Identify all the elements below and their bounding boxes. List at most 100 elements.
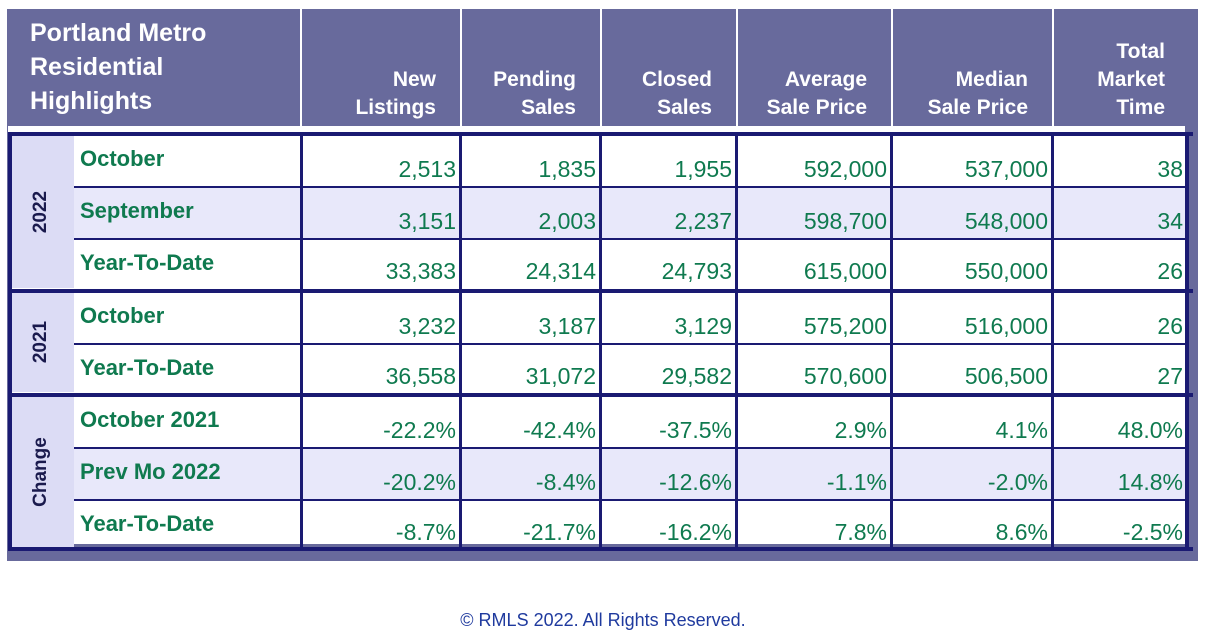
col-header-line: Sales bbox=[521, 96, 576, 119]
table-row: September 3,151 2,003 2,237 598,700 548,… bbox=[74, 188, 1185, 238]
cell-median-sale-price: -2.0% bbox=[987, 469, 1048, 495]
grid-line bbox=[74, 238, 1186, 240]
grid-line bbox=[8, 547, 1193, 551]
table-row: Year-To-Date -8.7% -21.7% -16.2% 7.8% 8.… bbox=[74, 501, 1185, 547]
cell-new-listings: 33,383 bbox=[385, 258, 456, 284]
cell-pending-sales: 1,835 bbox=[538, 156, 596, 182]
col-header-line: Median bbox=[955, 68, 1028, 91]
grid-line bbox=[74, 499, 1186, 501]
cell-new-listings: -8.7% bbox=[395, 519, 456, 545]
grid-line bbox=[74, 343, 1186, 345]
cell-closed-sales: -12.6% bbox=[659, 469, 732, 495]
cell-closed-sales: -16.2% bbox=[659, 519, 732, 545]
cell-total-market-time: 14.8% bbox=[1117, 469, 1183, 495]
cell-closed-sales: 3,129 bbox=[674, 313, 732, 339]
cell-total-market-time: 27 bbox=[1157, 363, 1183, 389]
cell-average-sale-price: 570,600 bbox=[803, 363, 887, 389]
col-header-line: Listings bbox=[355, 96, 436, 119]
cell-total-market-time: -2.5% bbox=[1122, 519, 1183, 545]
col-header-pending-sales: Pending Sales bbox=[460, 66, 576, 122]
row-label: October bbox=[80, 146, 165, 171]
col-header-line: Closed bbox=[641, 68, 712, 91]
table-row: October 3,232 3,187 3,129 575,200 516,00… bbox=[74, 293, 1185, 343]
table-row: Year-To-Date 33,383 24,314 24,793 615,00… bbox=[74, 240, 1185, 290]
group-label-text: 2021 bbox=[30, 320, 51, 363]
copyright-footer: © RMLS 2022. All Rights Reserved. bbox=[460, 610, 746, 630]
cell-closed-sales: 1,955 bbox=[674, 156, 732, 182]
cell-closed-sales: 29,582 bbox=[661, 363, 732, 389]
header-divider bbox=[891, 9, 893, 127]
grid-line bbox=[8, 132, 1193, 136]
table-row: Prev Mo 2022 -20.2% -8.4% -12.6% -1.1% -… bbox=[74, 449, 1185, 499]
cell-average-sale-price: 598,700 bbox=[803, 208, 887, 234]
cell-pending-sales: 3,187 bbox=[538, 313, 596, 339]
row-label: October bbox=[80, 303, 165, 328]
header-divider bbox=[736, 9, 738, 127]
cell-closed-sales: -37.5% bbox=[659, 417, 732, 443]
col-header-line: Pending bbox=[493, 68, 576, 91]
group-label-text: 2022 bbox=[30, 190, 51, 234]
table-row: October 2021 -22.2% -42.4% -37.5% 2.9% 4… bbox=[74, 397, 1185, 447]
cell-total-market-time: 48.0% bbox=[1117, 417, 1183, 443]
cell-total-market-time: 26 bbox=[1157, 258, 1183, 284]
col-header-line: Total bbox=[1116, 40, 1165, 63]
row-label: Year-To-Date bbox=[80, 250, 215, 275]
header-divider bbox=[600, 9, 602, 127]
col-header-average-sale-price: Average Sale Price bbox=[736, 66, 867, 122]
row-label: September bbox=[80, 198, 194, 223]
col-header-line: Market bbox=[1097, 68, 1165, 91]
grid-line bbox=[1051, 136, 1054, 549]
row-label: Prev Mo 2022 bbox=[80, 459, 221, 484]
col-header-total-market-time: Total Market Time bbox=[1052, 38, 1165, 122]
group-label-2021: 2021 bbox=[8, 291, 74, 392]
header-divider bbox=[460, 9, 462, 127]
cell-new-listings: -20.2% bbox=[383, 469, 456, 495]
col-header-line: New bbox=[392, 68, 436, 91]
cell-total-market-time: 26 bbox=[1157, 313, 1183, 339]
grid-line bbox=[890, 136, 893, 549]
cell-median-sale-price: 550,000 bbox=[964, 258, 1048, 284]
header-divider bbox=[1052, 9, 1054, 127]
cell-new-listings: 36,558 bbox=[385, 363, 456, 389]
col-header-closed-sales: Closed Sales bbox=[600, 66, 712, 122]
cell-median-sale-price: 8.6% bbox=[995, 519, 1048, 545]
cell-pending-sales: 31,072 bbox=[525, 363, 596, 389]
cell-median-sale-price: 537,000 bbox=[964, 156, 1048, 182]
title-line-2: Residential bbox=[30, 53, 164, 81]
cell-new-listings: 3,151 bbox=[398, 208, 456, 234]
row-label: Year-To-Date bbox=[80, 355, 215, 380]
title-line-3: Highlights bbox=[30, 87, 153, 115]
col-header-line: Sales bbox=[657, 96, 712, 119]
grid-line bbox=[300, 136, 303, 549]
cell-median-sale-price: 506,500 bbox=[964, 363, 1048, 389]
group-label-change: Change bbox=[8, 396, 74, 548]
cell-new-listings: 2,513 bbox=[398, 156, 456, 182]
col-header-line: Average bbox=[784, 68, 867, 91]
cell-average-sale-price: 575,200 bbox=[803, 313, 887, 339]
cell-pending-sales: -42.4% bbox=[523, 417, 596, 443]
grid-line bbox=[8, 132, 12, 551]
cell-pending-sales: -21.7% bbox=[523, 519, 596, 545]
cell-pending-sales: 24,314 bbox=[525, 258, 596, 284]
grid-line bbox=[459, 136, 462, 549]
col-header-new-listings: New Listings bbox=[300, 66, 436, 122]
cell-average-sale-price: -1.1% bbox=[826, 469, 887, 495]
row-label: October 2021 bbox=[80, 407, 220, 432]
grid-line bbox=[74, 447, 1186, 449]
col-header-line: Sale Price bbox=[766, 96, 867, 119]
table-row: Year-To-Date 36,558 31,072 29,582 570,60… bbox=[74, 345, 1185, 393]
cell-average-sale-price: 2.9% bbox=[834, 417, 887, 443]
cell-total-market-time: 38 bbox=[1157, 156, 1183, 182]
cell-median-sale-price: 4.1% bbox=[995, 417, 1048, 443]
cell-pending-sales: -8.4% bbox=[535, 469, 596, 495]
cell-pending-sales: 2,003 bbox=[538, 208, 596, 234]
grid-line bbox=[74, 186, 1186, 188]
grid-line bbox=[735, 136, 738, 549]
col-header-median-sale-price: Median Sale Price bbox=[891, 66, 1028, 122]
cell-average-sale-price: 7.8% bbox=[834, 519, 887, 545]
grid-line bbox=[599, 136, 602, 549]
col-header-line: Time bbox=[1116, 96, 1165, 119]
grid-line bbox=[1185, 132, 1189, 551]
cell-closed-sales: 24,793 bbox=[661, 258, 732, 284]
table-title: Portland Metro Residential Highlights bbox=[30, 16, 280, 118]
